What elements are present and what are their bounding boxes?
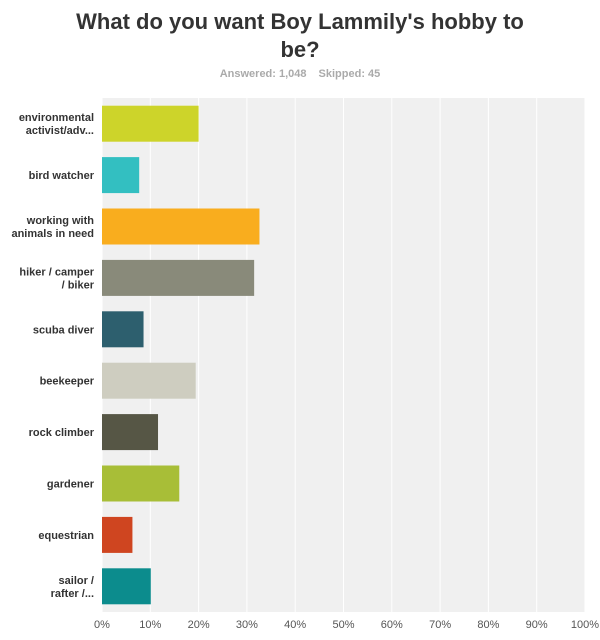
chart-title: What do you want Boy Lammily's hobby to … [40,8,560,64]
category-label-line: bird watcher [29,170,95,182]
bar [102,516,133,553]
x-tick-label: 80% [477,619,499,631]
x-tick-label: 40% [284,619,306,631]
chart-title-line-1: What do you want Boy Lammily's hobby to [76,9,524,34]
category-label: sailor / rafter /... [51,575,94,600]
x-tick-label: 10% [139,619,161,631]
chart-title-line-2: be? [280,37,320,62]
bar [102,362,196,399]
category-label: working with animals in need [11,215,94,240]
response-stats: Answered: 1,048 Skipped: 45 [0,68,600,80]
category-label-line: / biker [62,279,95,291]
category-label: environmental activist/adv... [19,112,94,137]
category-label-line: rafter /... [51,588,94,600]
category-label: beekeeper [40,376,95,388]
category-label: hiker / camper / biker [19,266,94,291]
category-label-line: sailor / [59,575,94,587]
category-label-line: environmental [19,112,94,124]
x-tick-label: 100% [571,619,599,631]
x-tick-label: 30% [236,619,258,631]
bar [102,259,255,296]
category-label: bird watcher [29,170,95,182]
x-tick-label: 0% [94,619,110,631]
category-label-line: gardener [47,479,95,491]
x-tick-label: 20% [188,619,210,631]
category-label-line: rock climber [29,427,95,439]
category-label: equestrian [38,530,94,542]
category-label: gardener [47,479,95,491]
category-label-line: scuba diver [33,324,95,336]
category-label-line: equestrian [38,530,94,542]
x-tick-label: 60% [381,619,403,631]
bar [102,105,199,142]
x-tick-label: 70% [429,619,451,631]
category-label: rock climber [29,427,95,439]
bar [102,311,144,348]
category-label-line: hiker / camper [19,266,94,278]
bar [102,208,260,245]
skipped-count: Skipped: 45 [318,68,381,80]
x-tick-label: 50% [332,619,354,631]
category-label-line: activist/adv... [26,125,94,137]
category-label-line: animals in need [11,228,94,240]
bar [102,568,151,605]
bar [102,465,180,502]
category-label-line: beekeeper [40,376,95,388]
answered-count: Answered: 1,048 [219,68,307,80]
bar [102,414,159,451]
bar [102,157,140,194]
category-label: scuba diver [33,324,95,336]
x-tick-label: 90% [526,619,548,631]
category-label-line: working with [26,215,95,227]
